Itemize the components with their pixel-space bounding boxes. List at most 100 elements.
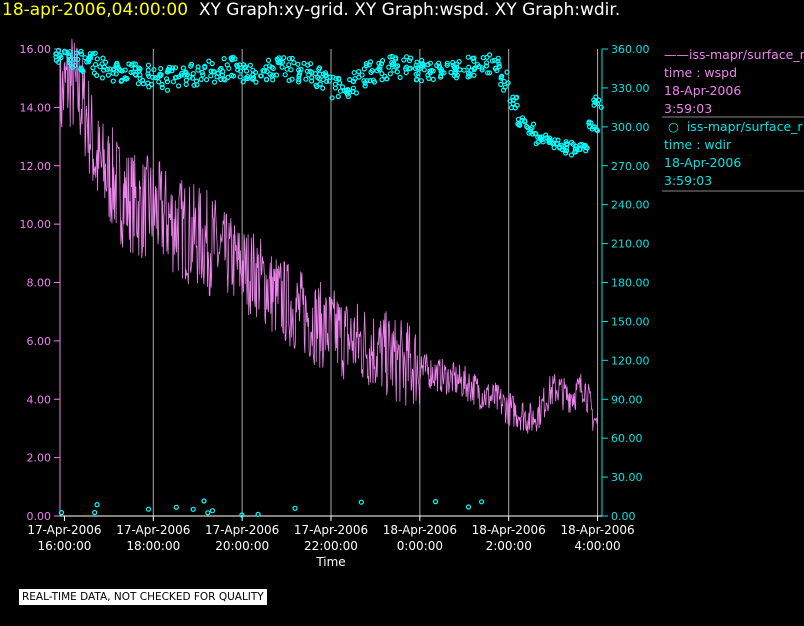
- x-tick-label: 16:00:00: [37, 539, 91, 553]
- wdir-point: [380, 57, 386, 64]
- wdir-point: [273, 72, 280, 78]
- wdir-point: [140, 77, 146, 84]
- wdir-point: [92, 61, 99, 68]
- wdir-point: [222, 77, 228, 83]
- wdir-point: [90, 51, 96, 57]
- wdir-point: [172, 65, 179, 71]
- y-right-tick-label: 0.00: [611, 510, 636, 523]
- wdir-point: [361, 66, 367, 72]
- wdir-point: [211, 79, 218, 85]
- tick-labels: 17-Apr-2006 16:00:00 17-Apr-2006 18:00:00 17…: [20, 43, 650, 569]
- wdir-point: [419, 57, 425, 63]
- wdir-point: [594, 128, 601, 134]
- wdir-point: [386, 64, 392, 70]
- wdir-point: [187, 74, 193, 80]
- wdir-point: [183, 69, 189, 75]
- wdir-point: [206, 58, 212, 64]
- wdir-point: [430, 76, 436, 83]
- y-right-tick-label: 360.00: [611, 43, 650, 56]
- wdir-point: [487, 52, 493, 58]
- wdir-point: [173, 504, 179, 510]
- x-tick-label: 17-Apr-2006: [294, 523, 368, 537]
- wdir-point: [374, 68, 380, 74]
- wdir-point: [243, 75, 249, 81]
- wdir-point: [124, 75, 130, 82]
- wdir-point: [265, 57, 272, 63]
- wdir-point: [113, 71, 119, 77]
- wdir-point: [292, 505, 298, 511]
- wdir-point: [592, 99, 599, 105]
- wdir-point: [552, 137, 558, 143]
- wdir-point: [362, 83, 368, 89]
- wdir-point: [406, 58, 413, 64]
- wspd-line: [59, 38, 598, 434]
- wdir-point: [116, 66, 123, 73]
- wdir-point: [250, 75, 256, 82]
- wdir-point: [336, 76, 342, 82]
- wdir-point: [137, 66, 143, 72]
- y-right-tick-label: 270.00: [611, 160, 650, 173]
- wdir-point: [525, 125, 531, 131]
- wdir-point: [170, 79, 176, 85]
- y-left-tick-label: 12.00: [20, 160, 52, 173]
- x-tick-label: 17-Apr-2006: [205, 523, 279, 537]
- wdir-point: [266, 63, 273, 69]
- wdir-point: [522, 119, 528, 125]
- wdir-point: [101, 67, 107, 73]
- wdir-point: [480, 54, 486, 61]
- wdir-point: [214, 74, 220, 80]
- wdir-point: [347, 76, 353, 83]
- legend-wdir-title: ○ iss-mapr/surface_r: [664, 119, 803, 134]
- wdir-point: [258, 73, 264, 79]
- wdir-point: [572, 149, 578, 155]
- wdir-point: [191, 82, 197, 88]
- wdir-point: [535, 134, 541, 140]
- wdir-point: [195, 67, 201, 73]
- wdir-point: [414, 59, 420, 65]
- wdir-point: [364, 63, 370, 69]
- wdir-point: [291, 59, 297, 66]
- wdir-point: [298, 66, 304, 73]
- wdir-point: [461, 67, 467, 73]
- wdir-point: [87, 53, 93, 60]
- wdir-point: [568, 139, 575, 146]
- wdir-point: [504, 69, 510, 75]
- wdir-point: [73, 50, 80, 56]
- wdir-point: [568, 152, 575, 158]
- wdir-point: [370, 77, 376, 83]
- vertical-grid: [152, 49, 599, 516]
- wdir-point: [281, 55, 287, 61]
- wdir-point: [577, 142, 583, 148]
- wdir-point: [427, 60, 433, 66]
- wdir-point: [479, 499, 485, 505]
- wdir-point: [208, 73, 214, 79]
- wdir-point: [205, 510, 211, 516]
- wdir-point: [584, 145, 590, 151]
- wdir-point: [122, 67, 128, 73]
- wdir-point: [202, 63, 208, 69]
- y-right-tick-label: 150.00: [611, 315, 650, 328]
- wdir-point: [72, 62, 78, 69]
- wdir-point: [92, 509, 98, 516]
- legend-wdir-date: 18-Apr-2006: [664, 155, 742, 170]
- wdir-point: [78, 51, 85, 57]
- wdir-point: [255, 511, 261, 517]
- wdir-point: [356, 68, 362, 75]
- wdir-point: [230, 73, 237, 79]
- wdir-point: [598, 104, 604, 110]
- wdir-point: [356, 74, 362, 80]
- wdir-point: [296, 79, 302, 85]
- wdir-point: [133, 72, 139, 78]
- wdir-point: [188, 63, 194, 69]
- wdir-point: [164, 87, 171, 93]
- wdir-point: [71, 56, 77, 63]
- wdir-point: [263, 76, 269, 83]
- wdir-point: [513, 95, 519, 101]
- wdir-point: [404, 54, 410, 60]
- wdir-point: [539, 137, 545, 143]
- wdir-point: [102, 59, 109, 65]
- wdir-point: [379, 77, 385, 83]
- wdir-point: [145, 67, 151, 73]
- wdir-point: [220, 68, 226, 75]
- wdir-point: [484, 60, 490, 66]
